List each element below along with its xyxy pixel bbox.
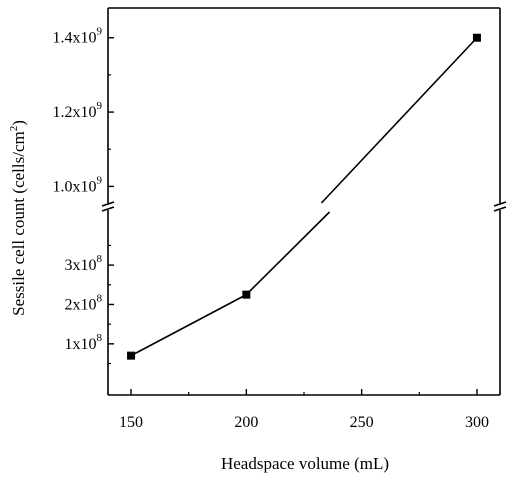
break-mark-left-1 (101, 201, 115, 207)
y-axis-title-sup: 2 (8, 126, 20, 132)
series-0-segment-0 (130, 293, 247, 357)
x-tick-label-200: 200 (234, 414, 258, 431)
upper-y-tick-label-2: 1.4x109 (53, 26, 103, 47)
break-mark-right-2 (493, 206, 507, 212)
upper-y-tick-mantissa-1: 1.2x10 (53, 104, 97, 121)
data-point-150 (127, 351, 136, 360)
y-axis-title: Sessile cell count (cells/cm2) (8, 120, 28, 316)
data-point-300 (472, 33, 481, 42)
series-0-segment-1-lower (245, 211, 331, 296)
lower-y-tick-exponent-2: 8 (97, 253, 103, 265)
break-mark-right-1 (493, 201, 507, 207)
break-mark-left-2 (101, 206, 115, 212)
lower-y-tick-exponent-1: 8 (97, 292, 103, 304)
axis-break-marks (101, 201, 507, 212)
data-point-200 (242, 290, 251, 299)
upper-y-tick-label-0: 1.0x109 (53, 174, 103, 195)
lower-y-tick-label-1: 2x108 (65, 292, 103, 313)
upper-y-tick-exponent-2: 9 (97, 26, 103, 38)
upper-y-tick-mantissa-0: 1.0x10 (53, 178, 97, 195)
series-layer (127, 33, 481, 360)
lower-y-tick-exponent-0: 8 (97, 332, 103, 344)
tick-labels: 150 200 250 3001.0x1091.2x1091.4x1091x1082x… (53, 26, 489, 431)
upper-y-tick-exponent-0: 9 (97, 174, 103, 186)
axis-ticks (108, 37, 478, 395)
lower-y-tick-mantissa-0: 1x10 (65, 336, 97, 353)
x-tick-label-250: 250 (350, 414, 374, 431)
lower-y-tick-mantissa-1: 2x10 (65, 296, 97, 313)
y-axis-title-tail: ) (9, 120, 28, 126)
upper-y-tick-mantissa-2: 1.4x10 (53, 30, 97, 47)
upper-y-tick-label-1: 1.2x109 (53, 100, 103, 121)
series-0-segment-1-upper (320, 37, 478, 204)
x-tick-label-300: 300 (465, 414, 489, 431)
lower-y-tick-label-2: 3x108 (65, 253, 103, 274)
upper-y-tick-exponent-1: 9 (97, 100, 103, 112)
y-axis-title-main: Sessile cell count (cells/cm (9, 131, 28, 316)
x-axis-title: Headspace volume (mL) (221, 454, 389, 473)
plot-frame (107, 7, 501, 396)
lower-y-tick-mantissa-2: 3x10 (65, 257, 97, 274)
x-tick-label-150: 150 (119, 414, 143, 431)
lower-y-tick-label-0: 1x108 (65, 332, 103, 353)
